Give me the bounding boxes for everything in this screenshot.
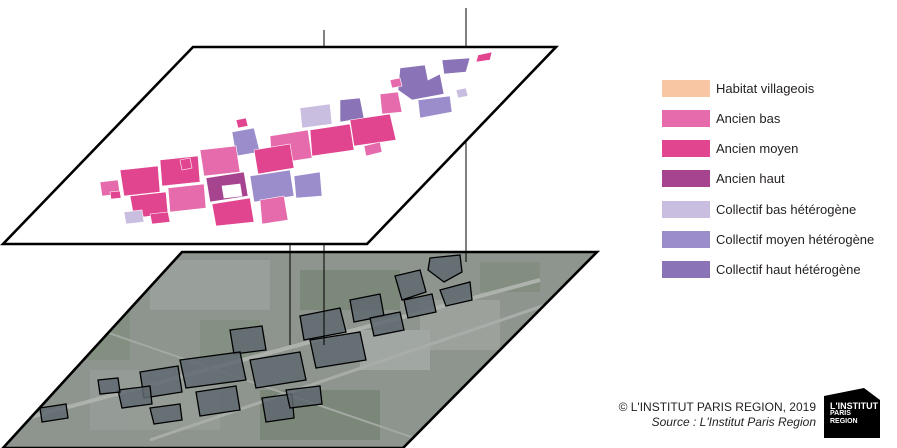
legend-label: Collectif moyen hétérogène bbox=[716, 231, 875, 247]
legend-swatch bbox=[662, 261, 710, 279]
legend-label: Ancien haut bbox=[716, 171, 785, 187]
aerial-plane bbox=[1, 250, 601, 448]
legend-swatch bbox=[662, 109, 710, 127]
legend-item-collectif-bas: Collectif bas hétérogène bbox=[662, 200, 874, 218]
institut-logo bbox=[824, 388, 880, 438]
legend-label: Collectif haut hétérogène bbox=[716, 262, 861, 278]
legend-item-ancien-haut: Ancien haut bbox=[662, 170, 874, 188]
copyright-text: © L'INSTITUT PARIS REGION, 2019 bbox=[618, 400, 816, 414]
logo-line-1: L'INSTITUT bbox=[830, 401, 879, 411]
classification-plane bbox=[0, 45, 560, 246]
legend-label: Ancien bas bbox=[716, 110, 781, 126]
legend-item-ancien-bas: Ancien bas bbox=[662, 109, 874, 127]
legend-swatch bbox=[662, 170, 710, 188]
legend-label: Ancien moyen bbox=[716, 141, 799, 157]
legend-item-ancien-moyen: Ancien moyen bbox=[662, 140, 874, 158]
legend-swatch bbox=[662, 140, 710, 158]
classified-parcels bbox=[99, 51, 493, 227]
source-text: Source : L'Institut Paris Region bbox=[651, 415, 816, 429]
legend-label: Collectif bas hétérogène bbox=[716, 201, 857, 217]
credit: © L'INSTITUT PARIS REGION, 2019 Source :… bbox=[598, 400, 816, 430]
legend-item-habitat-villageois: Habitat villageois bbox=[662, 79, 874, 97]
legend-swatch bbox=[662, 200, 710, 218]
legend-swatch bbox=[662, 230, 710, 248]
logo-text: L'INSTITUT PARIS REGION bbox=[830, 402, 878, 426]
legend: Habitat villageois Ancien bas Ancien moy… bbox=[662, 79, 874, 291]
logo-line-2: PARIS bbox=[830, 410, 851, 417]
legend-item-collectif-haut: Collectif haut hétérogène bbox=[662, 261, 874, 279]
legend-label: Habitat villageois bbox=[716, 80, 815, 96]
legend-item-collectif-moyen: Collectif moyen hétérogène bbox=[662, 230, 874, 248]
logo-line-3: REGION bbox=[830, 418, 858, 425]
aerial-parcels bbox=[39, 254, 473, 425]
legend-swatch bbox=[662, 79, 710, 97]
